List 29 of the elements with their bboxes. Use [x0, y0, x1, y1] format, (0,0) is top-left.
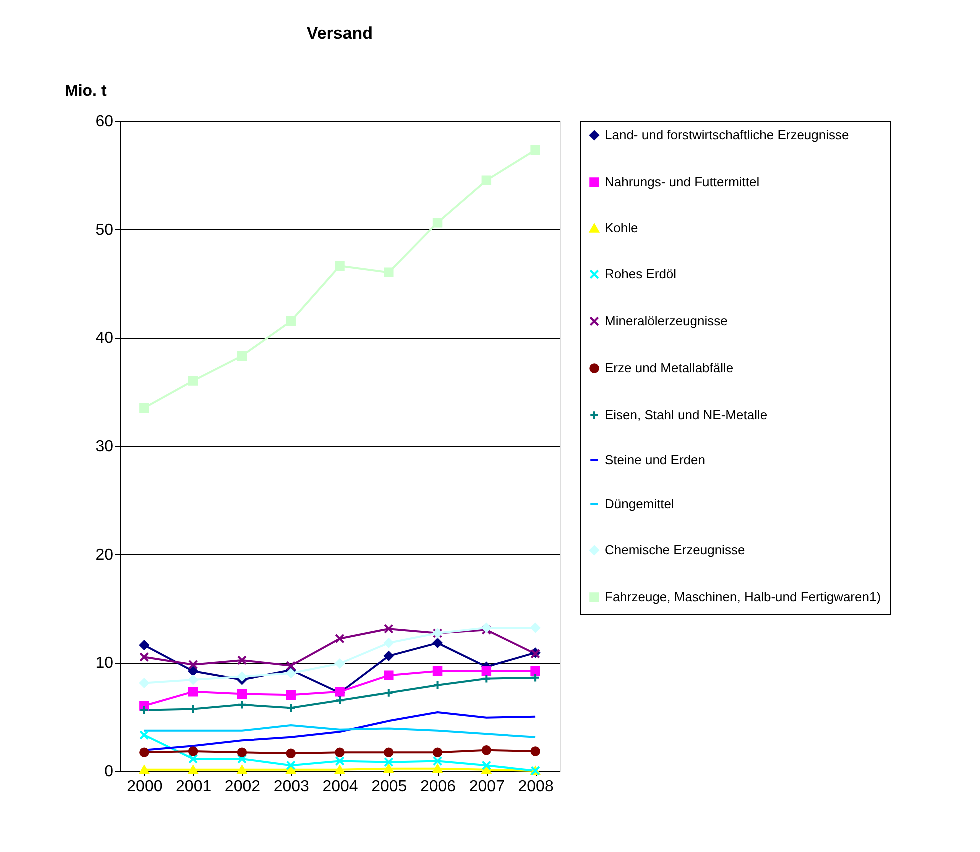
- x-tick-label: 2001: [176, 778, 212, 796]
- y-tick-label: 0: [104, 764, 114, 780]
- x-tick-label: 2000: [127, 778, 163, 796]
- x-tick-label: 2007: [469, 778, 506, 796]
- legend-label: Mineralölerzeugnisse: [605, 314, 728, 328]
- legend-label: Land- und forstwirtschaftliche Erzeugnisse: [605, 128, 850, 142]
- x-tick-label: 2004: [322, 778, 358, 796]
- x-tick-label: 2008: [518, 778, 554, 796]
- y-tick-label: 50: [96, 222, 114, 239]
- x-tick-label: 2005: [372, 778, 408, 796]
- legend-label: Kohle: [605, 220, 638, 236]
- x-tick-label: 2003: [274, 778, 310, 796]
- y-axis-title: Mio. t: [65, 83, 108, 100]
- legend-label: Rohes Erdöl: [605, 266, 677, 282]
- legend-label: Steine und Erden: [605, 452, 706, 468]
- legend-label: Düngemittel: [605, 496, 674, 512]
- legend-label: Fahrzeuge, Maschinen, Halb-und Fertigwaren1): [605, 590, 882, 604]
- x-tick-label: 2002: [224, 778, 261, 796]
- chart-title: Versand: [306, 24, 374, 43]
- y-tick-label: 30: [96, 438, 114, 456]
- y-tick-label: 20: [96, 546, 114, 564]
- legend-label: Nahrungs- und Futtermittel: [605, 174, 760, 190]
- y-tick-label: 10: [96, 655, 114, 672]
- legend-label: Erze und Metallabfälle: [605, 360, 734, 376]
- y-tick-label: 60: [96, 114, 114, 130]
- x-tick-label: 2006: [420, 778, 456, 796]
- y-tick-label: 40: [96, 330, 114, 348]
- legend-label: Chemische Erzeugnisse: [605, 542, 746, 558]
- legend-label: Eisen, Stahl und NE-Metalle: [605, 408, 768, 422]
